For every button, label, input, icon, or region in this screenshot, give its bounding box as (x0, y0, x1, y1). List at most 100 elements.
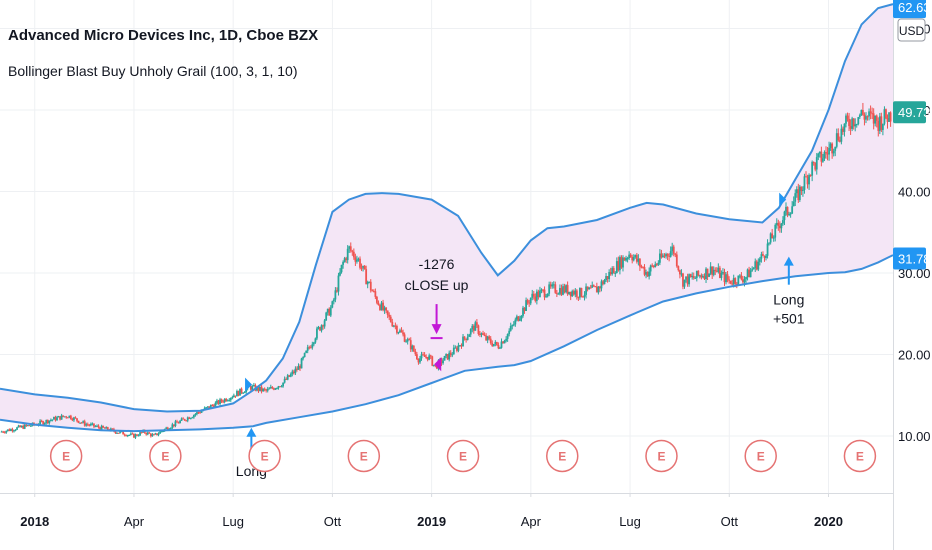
candle (508, 328, 511, 337)
candle-body (482, 333, 484, 335)
candle (474, 320, 477, 331)
candle-body (674, 253, 677, 255)
candle-body (136, 434, 138, 436)
candle-body (863, 114, 866, 120)
currency-label[interactable]: USD (899, 24, 925, 38)
candle (66, 417, 69, 419)
candle-body (73, 417, 75, 421)
candle-body (59, 416, 61, 420)
candle (863, 112, 866, 126)
candle (0, 430, 3, 433)
earnings-marker[interactable]: E (546, 439, 579, 473)
candle (459, 344, 461, 347)
currency-button[interactable]: USD (897, 18, 926, 42)
earnings-marker[interactable]: E (744, 439, 777, 473)
candle (640, 264, 643, 269)
candle-body (65, 416, 68, 418)
candle-body (186, 417, 189, 421)
candle-body (306, 347, 309, 351)
candle-body (589, 287, 592, 289)
earnings-marker[interactable]: E (843, 439, 877, 473)
earnings-marker[interactable]: E (149, 439, 182, 473)
candle (348, 245, 351, 253)
candle-body (529, 297, 532, 304)
candle (277, 385, 280, 390)
candle-body (749, 270, 752, 278)
candle (417, 358, 420, 365)
candle (69, 414, 72, 420)
earnings-marker[interactable]: E (645, 439, 678, 473)
candle-body (491, 343, 494, 347)
candle-body (356, 259, 358, 262)
candle (211, 404, 214, 407)
candle (186, 416, 189, 423)
earnings-marker[interactable]: E (49, 439, 83, 473)
candle (220, 398, 223, 404)
earnings-marker[interactable]: E (347, 439, 381, 473)
candle (291, 369, 294, 377)
candle (728, 276, 731, 284)
candle (423, 352, 426, 357)
candle-body (602, 281, 604, 285)
candle-body (71, 419, 74, 421)
candle-body (279, 386, 281, 388)
earnings-label: E (261, 450, 269, 464)
candle-body (82, 421, 85, 423)
earnings-badge (843, 439, 877, 473)
candle (663, 253, 666, 259)
candle-body (720, 272, 723, 278)
candle (94, 425, 97, 428)
candle-body (97, 425, 100, 428)
candle-body (552, 284, 555, 286)
candle-body (452, 347, 455, 355)
candle-body (51, 419, 54, 421)
candle-body (517, 316, 520, 321)
candle-body (823, 151, 826, 159)
candle (82, 420, 85, 424)
candle (28, 425, 31, 427)
candle-body (728, 279, 731, 281)
candle (57, 415, 60, 418)
candle-body (885, 109, 887, 119)
candle-body (889, 112, 892, 122)
candle-body (514, 319, 517, 325)
candle-body (122, 431, 125, 435)
candle (789, 212, 792, 218)
candle (605, 272, 607, 282)
candle-body (566, 285, 569, 295)
candle-body (83, 421, 86, 426)
candle (875, 114, 878, 128)
candle (83, 419, 86, 427)
candle (677, 265, 680, 272)
earnings-marker[interactable]: E (248, 439, 281, 473)
candle (645, 269, 647, 279)
candle (775, 218, 778, 229)
candle (702, 274, 704, 279)
candle (700, 273, 703, 280)
candle-body (243, 392, 246, 394)
candle (312, 341, 315, 347)
candle (560, 284, 563, 296)
candle-body (612, 268, 615, 274)
candle (683, 279, 686, 289)
candle (173, 424, 175, 428)
candle (639, 258, 641, 271)
candle-body (180, 418, 183, 421)
candle-body (39, 420, 42, 425)
candle-body (88, 424, 91, 426)
candle (26, 424, 29, 427)
candle (11, 427, 14, 433)
candle-body (185, 420, 188, 422)
signal-label: +501 (773, 311, 805, 327)
candle-body (646, 272, 649, 277)
candle (697, 270, 700, 277)
earnings-marker[interactable]: E (446, 439, 480, 473)
candle (551, 282, 554, 289)
candle-body (283, 378, 286, 383)
candle-body (272, 388, 275, 390)
candle-body (712, 269, 715, 275)
candle-body (256, 386, 258, 391)
candle (812, 161, 815, 166)
candle-body (838, 140, 841, 142)
